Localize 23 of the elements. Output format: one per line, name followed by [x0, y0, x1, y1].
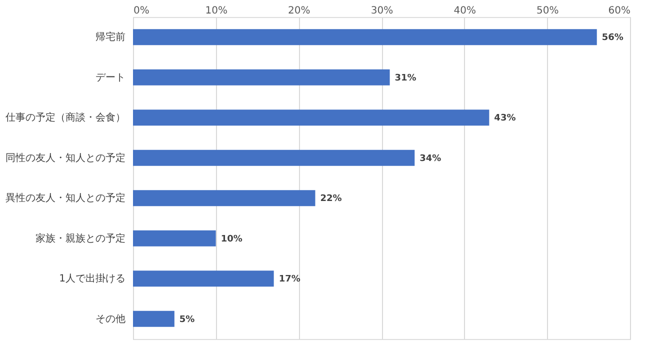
- data-label: 34%: [420, 154, 442, 164]
- data-label: 22%: [320, 194, 342, 204]
- y-tick-label: デート: [96, 72, 126, 84]
- y-tick-label: 仕事の予定（商談・会食）: [6, 112, 126, 124]
- y-tick-label: 同性の友人・知人との予定: [6, 152, 126, 164]
- data-label: 10%: [220, 234, 242, 244]
- data-label: 31%: [394, 73, 416, 84]
- y-tick-label: 1人で出掛ける: [59, 272, 126, 285]
- y-tick-label: 家族・親族との予定: [36, 232, 126, 244]
- x-tick-label: 20%: [288, 6, 310, 16]
- data-label: 17%: [278, 274, 300, 285]
- data-label: 43%: [494, 114, 516, 124]
- y-tick-label: その他: [96, 312, 126, 325]
- x-tick-label: 50%: [536, 6, 559, 16]
- x-tick-label: 60%: [608, 6, 630, 16]
- x-tick-label: 40%: [454, 6, 476, 16]
- data-label: 5%: [179, 314, 195, 325]
- x-tick-label: 0%: [134, 6, 150, 16]
- data-label: 56%: [602, 33, 624, 44]
- y-tick-label: 異性の友人・知人との予定: [6, 192, 126, 204]
- y-tick-label: 帰宅前: [96, 31, 126, 44]
- x-tick-label: 30%: [370, 6, 394, 16]
- x-tick-label: 10%: [205, 6, 228, 16]
